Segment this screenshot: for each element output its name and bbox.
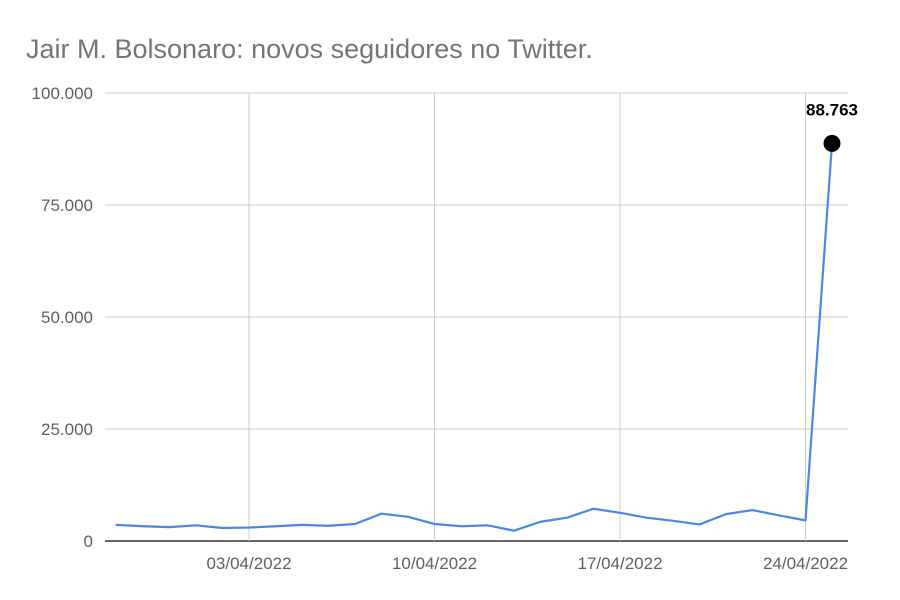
- x-tick-label: 24/04/2022: [763, 554, 848, 573]
- y-tick-label: 25.000: [41, 420, 93, 439]
- annotations: 88.763: [806, 100, 858, 152]
- x-tick-label: 17/04/2022: [577, 554, 662, 573]
- series-lines: [115, 142, 834, 532]
- gridlines: [105, 92, 848, 542]
- y-tick-label: 0: [84, 532, 93, 551]
- data-label: 88.763: [806, 100, 858, 119]
- x-tick-label: 03/04/2022: [206, 554, 291, 573]
- chart-title: Jair M. Bolsonaro: novos seguidores no T…: [26, 34, 593, 64]
- y-tick-label: 100.000: [32, 84, 93, 103]
- series-line: [115, 142, 834, 532]
- highlight-point: [823, 134, 841, 152]
- y-tick-label: 50.000: [41, 308, 93, 327]
- y-tick-label: 75.000: [41, 196, 93, 215]
- x-tick-label: 10/04/2022: [392, 554, 477, 573]
- axis-ticks: 0 25.000 50.000 75.000 100.000 03/04/2022 10/0…: [32, 84, 849, 573]
